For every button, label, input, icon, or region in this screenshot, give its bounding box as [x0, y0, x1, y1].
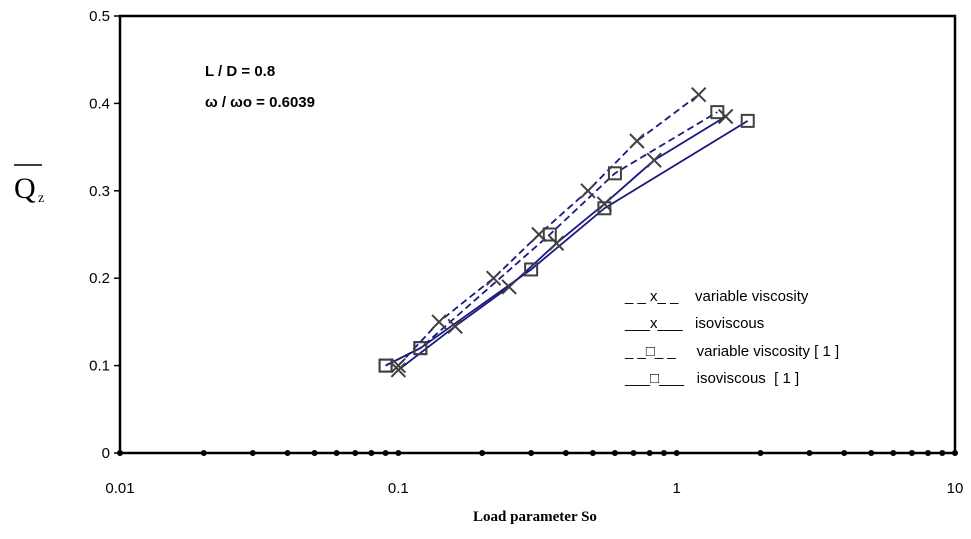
- x-minor-tick: [660, 450, 667, 456]
- x-marker: [629, 133, 645, 149]
- legend-item-isoviscous: ___x___ isoviscous: [624, 315, 764, 332]
- x-marker: [596, 196, 613, 212]
- x-minor-tick: [589, 450, 596, 456]
- x-tick-label: 1: [672, 480, 680, 497]
- x-minor-tick: [952, 450, 958, 456]
- x-minor-tick: [939, 450, 946, 456]
- y-axis-label-subscript: z: [38, 191, 44, 206]
- x-minor-tick: [395, 450, 402, 456]
- square-marker: [710, 105, 725, 120]
- square-marker: [542, 227, 557, 242]
- x-marker: [431, 314, 447, 330]
- x-minor-tick: [333, 450, 340, 456]
- y-tick-label: 0.2: [89, 270, 110, 287]
- x-tick-label: 0.01: [105, 480, 134, 497]
- x-marker: [580, 183, 596, 199]
- x-minor-tick: [382, 450, 389, 456]
- y-tick-label: 0.1: [89, 358, 110, 375]
- x-axis-label: Load parameter So: [473, 509, 597, 525]
- square-marker: [413, 341, 428, 356]
- x-minor-tick: [368, 450, 375, 456]
- square-marker: [740, 113, 755, 128]
- x-marker: [690, 86, 707, 103]
- axes: 0 0.1 0.2 0.3 0.4 0.5 0.01 0.1 1 10: [89, 8, 963, 497]
- x-minor-tick: [479, 450, 486, 456]
- x-minor-tick: [646, 450, 653, 456]
- annotation-ld: L / D = 0.8: [205, 63, 275, 80]
- x-minor-tick: [249, 450, 256, 456]
- x-minor-tick: [673, 450, 680, 456]
- x-minor-tick: [841, 450, 848, 456]
- x-minor-tick: [200, 450, 207, 456]
- x-minor-tick: [117, 450, 123, 456]
- x-tick-label: 10: [947, 480, 964, 497]
- y-tick-label: 0: [102, 445, 110, 462]
- x-minor-tick: [630, 450, 637, 456]
- x-minor-tick: [284, 450, 291, 456]
- x-marker: [501, 279, 517, 295]
- x-minor-tick: [311, 450, 318, 456]
- series-line: [385, 120, 749, 367]
- x-marker: [646, 152, 662, 168]
- y-tick-label: 0.4: [89, 95, 110, 112]
- x-marker: [390, 362, 407, 378]
- plot-area: [118, 14, 957, 455]
- x-tick-label: 0.1: [388, 480, 409, 497]
- series-markers: [378, 86, 755, 378]
- x-minor-tick: [868, 450, 875, 456]
- y-tick-label: 0.5: [89, 8, 110, 25]
- x-minor-tick: [611, 450, 618, 456]
- square-marker: [607, 166, 622, 181]
- y-tick-label: 0.3: [89, 183, 110, 200]
- x-marker: [485, 270, 502, 286]
- y-axis-label-text: Q: [14, 172, 36, 205]
- legend: _ _ x_ _ variable viscosity ___x___ isov…: [624, 288, 839, 387]
- y-axis-label: Q z: [14, 164, 44, 206]
- x-marker: [390, 357, 407, 374]
- x-minor-tick: [806, 450, 813, 456]
- x-marker: [717, 108, 734, 125]
- square-marker: [524, 262, 539, 277]
- annotation-omega: ω / ωo = 0.6039: [205, 94, 315, 111]
- legend-item-variable-viscosity-ref: _ _□_ _ variable viscosity [ 1 ]: [624, 343, 839, 360]
- x-minor-tick: [757, 450, 764, 456]
- x-marker: [447, 318, 463, 334]
- x-minor-tick: [908, 450, 915, 456]
- x-minor-tick: [562, 450, 569, 456]
- square-marker: [378, 358, 393, 373]
- x-minor-tick: [925, 450, 932, 456]
- x-minor-tick: [528, 450, 535, 456]
- legend-item-variable-viscosity: _ _ x_ _ variable viscosity: [624, 288, 809, 305]
- x-minor-tick: [890, 450, 897, 456]
- legend-item-isoviscous-ref: ___□___ isoviscous [ 1 ]: [624, 370, 799, 387]
- x-minor-tick: [352, 450, 359, 456]
- x-marker: [548, 235, 565, 251]
- square-marker: [597, 201, 612, 216]
